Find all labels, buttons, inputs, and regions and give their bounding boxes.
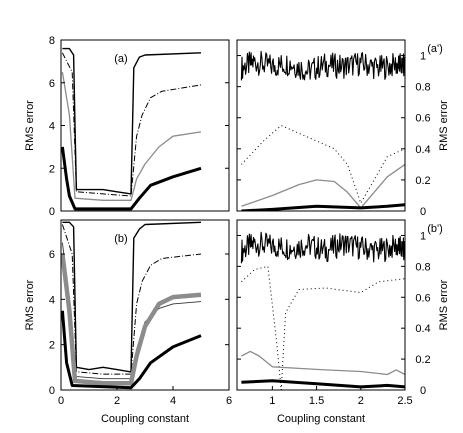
y-tick-label-a-1: 2 [49,163,55,175]
x-tick-label-b-prime-2: 2 [358,395,364,407]
x-axis-label-b-prime: Coupling constant [277,413,365,425]
panel-b-prime [236,219,406,391]
panel-label-b-prime: (b') [427,223,443,235]
y-axis-label-a-prime: RMS error [438,100,450,151]
y-tick-label-a-prime-2: 0.4 [415,144,430,156]
plot-frame-b [60,219,230,391]
series-line-a-prime-1 [241,125,405,204]
series-line-b-4 [61,310,202,390]
plot-frame-a-prime [236,39,406,212]
panel-label-a-prime: (a') [427,43,443,55]
series-line-b-3 [61,253,202,386]
panel-label-b: (b) [114,233,127,245]
panel-label-a: (a) [114,53,127,65]
y-tick-label-a-prime-1: 0.2 [415,175,430,187]
series-line-a-2 [61,71,202,201]
y-tick-label-b-prime-0: 0 [420,385,426,397]
series-line-a-3 [61,146,202,211]
x-tick-label-b-0: 0 [58,395,64,407]
x-axis-label-b: Coupling constant [101,413,189,425]
y-tick-label-b-prime-4: 0.8 [415,261,430,273]
y-tick-label-b-2: 4 [49,294,55,306]
y-axis-label-b: RMS error [24,279,36,330]
series-line-a-prime-0 [240,50,405,81]
y-tick-label-b-3: 6 [49,249,55,261]
y-tick-label-a-prime-0: 0 [420,206,426,218]
series-line-b-prime-0 [240,231,405,264]
series-line-a-prime-3 [241,203,405,211]
y-tick-label-a-0: 0 [49,206,55,218]
series-line-b-0 [62,221,202,373]
panel-a-prime [236,39,406,212]
series-line-a-prime-2 [241,163,405,209]
y-tick-label-b-prime-2: 0.4 [415,323,430,335]
series-line-a-0 [62,47,202,195]
y-tick-label-a-4: 8 [49,35,55,47]
y-tick-label-b-1: 2 [49,340,55,352]
y-axis-label-b-prime: RMS error [438,279,450,330]
y-tick-label-a-prime-5: 1 [420,51,426,63]
x-tick-label-b-1: 2 [114,395,120,407]
plot-frame-a [60,39,230,212]
x-tick-label-b-prime-0: 1 [269,395,275,407]
x-tick-label-b-3: 6 [226,395,232,407]
x-tick-label-b-prime-3: 2.5 [397,395,412,407]
series-line-b-prime-3 [241,379,405,389]
plot-frame-b-prime [236,219,406,391]
y-tick-label-b-prime-1: 0.2 [415,354,430,366]
y-tick-label-a-3: 6 [49,78,55,90]
x-tick-label-b-prime-1: 1.5 [309,395,324,407]
series-line-b-prime-1 [241,265,405,390]
y-axis-label-a: RMS error [24,100,36,151]
y-tick-label-a-prime-4: 0.8 [415,82,430,94]
panel-a [60,39,230,212]
series-line-b-prime-2 [241,350,405,376]
panel-b [60,219,230,391]
series-line-a-1 [61,52,202,197]
y-tick-label-b-prime-3: 0.6 [415,292,430,304]
y-tick-label-b-0: 0 [49,385,55,397]
series-line-b-1 [61,224,202,375]
x-tick-label-b-2: 4 [170,395,176,407]
y-tick-label-a-2: 4 [49,121,55,133]
y-tick-label-a-prime-3: 0.6 [415,113,430,125]
y-tick-label-b-prime-5: 1 [420,230,426,242]
